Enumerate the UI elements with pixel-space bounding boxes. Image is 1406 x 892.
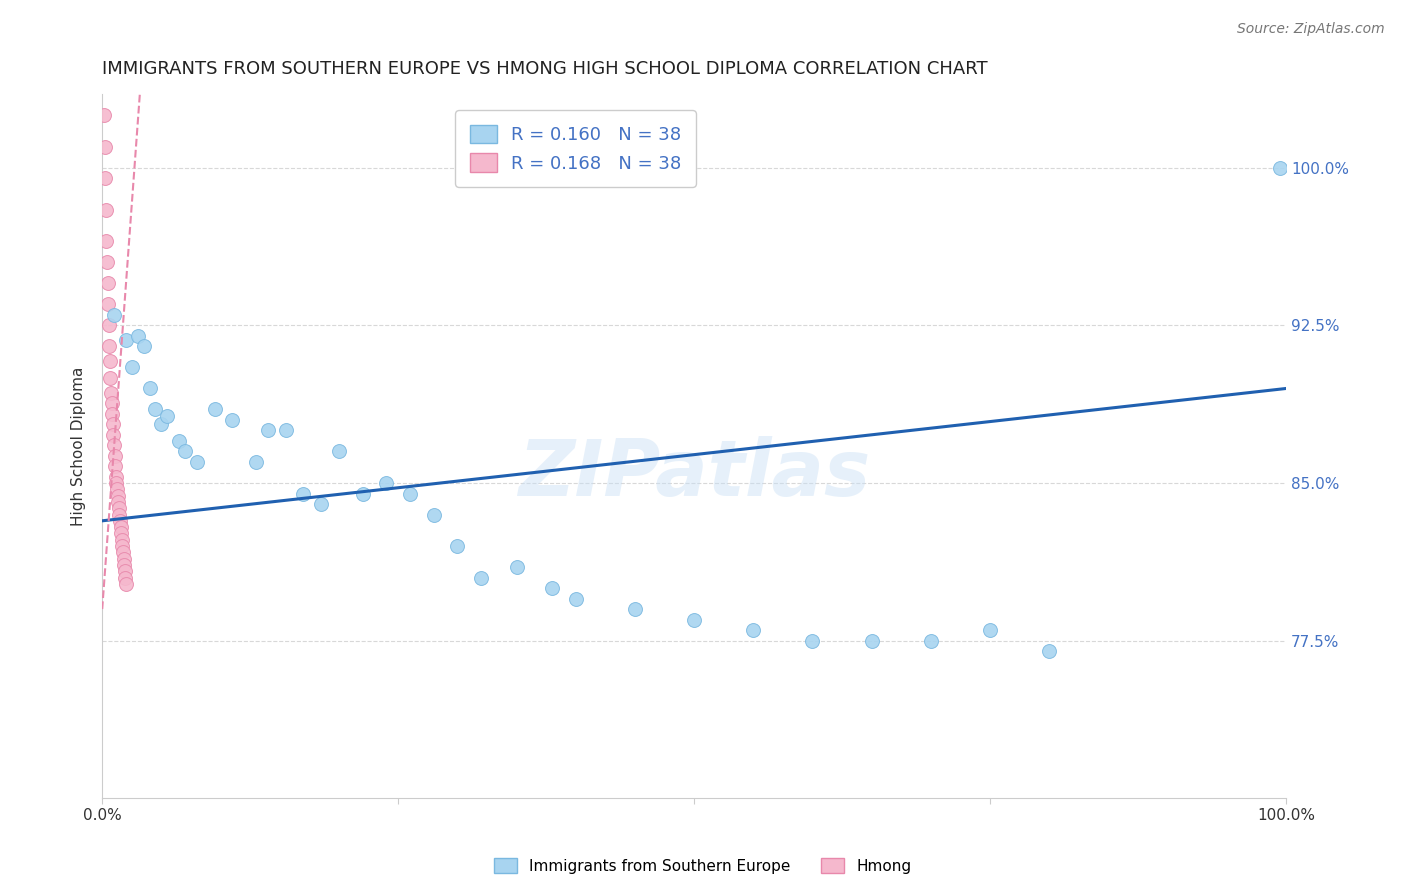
Point [97, 297, 120, 311]
Point [101, 417, 124, 432]
Point [221, 413, 243, 427]
Point [100, 385, 122, 400]
Point [103, 438, 125, 452]
Point [114, 570, 136, 584]
Point [112, 551, 135, 566]
Point [105, 483, 128, 497]
Point [96, 277, 118, 291]
Point [375, 475, 398, 490]
Point [564, 591, 586, 606]
Point [114, 564, 136, 578]
Point [111, 533, 134, 547]
Point [292, 486, 315, 500]
Point [1268, 161, 1291, 175]
Point [683, 613, 706, 627]
Point [121, 360, 143, 375]
Point [105, 475, 128, 490]
Point [97, 318, 120, 333]
Y-axis label: High School Diploma: High School Diploma [72, 367, 86, 526]
Point [138, 382, 160, 396]
Point [145, 402, 167, 417]
Point [104, 469, 127, 483]
Text: IMMIGRANTS FROM SOUTHERN EUROPE VS HMONG HIGH SCHOOL DIPLOMA CORRELATION CHART: IMMIGRANTS FROM SOUTHERN EUROPE VS HMONG… [103, 60, 988, 78]
Point [156, 409, 179, 423]
Point [98, 354, 121, 368]
Point [1038, 644, 1060, 658]
Point [107, 489, 129, 503]
Point [541, 581, 564, 595]
Point [328, 444, 350, 458]
Point [742, 623, 765, 637]
Text: Source: ZipAtlas.com: Source: ZipAtlas.com [1237, 22, 1385, 37]
Point [204, 402, 226, 417]
Point [100, 396, 122, 410]
Point [96, 255, 118, 269]
Point [257, 424, 280, 438]
Legend: R = 0.160   N = 38, R = 0.168   N = 38: R = 0.160 N = 38, R = 0.168 N = 38 [456, 111, 696, 187]
Legend: Immigrants from Southern Europe, Hmong: Immigrants from Southern Europe, Hmong [488, 852, 918, 880]
Point [801, 633, 824, 648]
Point [107, 501, 129, 516]
Point [108, 508, 131, 522]
Point [470, 570, 492, 584]
Point [108, 514, 131, 528]
Point [104, 459, 127, 474]
Point [352, 486, 374, 500]
Point [505, 560, 527, 574]
Point [111, 545, 134, 559]
Point [115, 333, 138, 347]
Point [309, 497, 332, 511]
Point [860, 633, 883, 648]
Point [100, 371, 122, 385]
Point [127, 329, 149, 343]
Point [110, 526, 132, 541]
Point [96, 235, 118, 249]
Point [94, 171, 117, 186]
Point [274, 424, 297, 438]
Point [150, 417, 173, 432]
Point [110, 520, 132, 534]
Point [93, 108, 115, 122]
Point [101, 407, 124, 421]
Point [104, 449, 127, 463]
Point [399, 486, 422, 500]
Text: ZIPatlas: ZIPatlas [517, 436, 870, 512]
Point [167, 434, 190, 448]
Point [920, 633, 942, 648]
Point [103, 427, 125, 442]
Point [422, 508, 444, 522]
Point [979, 623, 1001, 637]
Point [245, 455, 267, 469]
Point [112, 558, 135, 572]
Point [186, 455, 208, 469]
Point [174, 444, 197, 458]
Point [132, 339, 155, 353]
Point [107, 495, 129, 509]
Point [115, 577, 138, 591]
Point [446, 539, 468, 553]
Point [94, 202, 117, 217]
Point [103, 308, 125, 322]
Point [624, 602, 647, 616]
Point [98, 339, 121, 353]
Point [111, 539, 134, 553]
Point [93, 140, 115, 154]
